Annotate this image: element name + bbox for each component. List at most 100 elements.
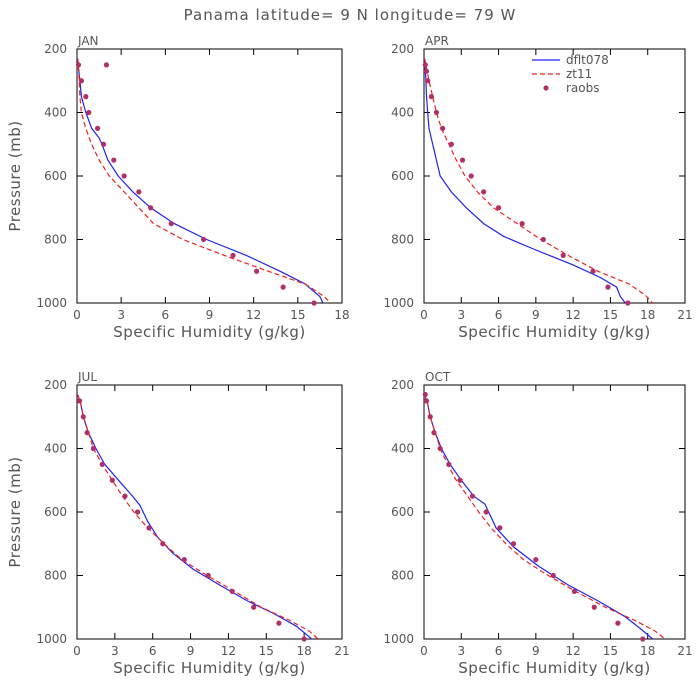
x-axis-title: Specific Humidity (g/kg) bbox=[113, 659, 305, 677]
plot-frame bbox=[76, 384, 343, 640]
series-line-zt11 bbox=[77, 394, 319, 640]
x-tick-label: 18 bbox=[640, 644, 655, 658]
legend-label-dflt078: dflt078 bbox=[566, 53, 609, 67]
y-tick-label: 1000 bbox=[36, 296, 67, 310]
x-tick-label: 15 bbox=[603, 308, 618, 322]
data-point-raobs bbox=[121, 173, 127, 179]
x-axis-title: Specific Humidity (g/kg) bbox=[113, 323, 305, 341]
panel-label: JAN bbox=[77, 34, 99, 48]
series-line-dflt078 bbox=[424, 58, 626, 304]
y-tick-label: 1000 bbox=[383, 296, 414, 310]
y-tick-label: 600 bbox=[44, 169, 67, 183]
data-point-raobs bbox=[591, 604, 597, 610]
data-point-raobs bbox=[230, 252, 236, 258]
data-point-raobs bbox=[605, 284, 611, 290]
y-axis-title: Pressure (mb) bbox=[6, 456, 24, 567]
series-line-zt11 bbox=[424, 394, 666, 640]
y-tick-label: 1000 bbox=[36, 632, 67, 646]
data-point-raobs bbox=[540, 236, 546, 243]
y-tick-label: 400 bbox=[391, 442, 414, 456]
data-point-raobs bbox=[533, 557, 539, 563]
data-point-raobs bbox=[276, 620, 282, 626]
data-point-raobs bbox=[433, 109, 440, 116]
data-point-raobs bbox=[481, 189, 487, 195]
data-point-raobs bbox=[423, 68, 430, 74]
x-tick-label: 6 bbox=[149, 644, 157, 658]
legend-swatch-raobs bbox=[543, 85, 549, 91]
x-tick-label: 3 bbox=[117, 308, 125, 322]
plot-frame bbox=[76, 48, 343, 304]
data-point-raobs bbox=[99, 461, 105, 467]
x-tick-label: 18 bbox=[334, 308, 349, 322]
x-tick-label: 21 bbox=[334, 644, 349, 658]
x-tick-label: 0 bbox=[420, 308, 428, 322]
data-point-raobs bbox=[468, 173, 474, 179]
series-line-dflt078 bbox=[424, 394, 654, 640]
y-tick-label: 1000 bbox=[383, 632, 414, 646]
data-point-raobs bbox=[427, 414, 433, 420]
y-tick-label: 800 bbox=[391, 233, 414, 247]
data-point-raobs bbox=[83, 94, 89, 100]
y-tick-label: 200 bbox=[391, 42, 414, 56]
data-point-raobs bbox=[571, 588, 577, 594]
x-tick-label: 0 bbox=[73, 644, 81, 658]
data-point-raobs bbox=[615, 620, 621, 626]
data-point-raobs bbox=[301, 636, 307, 642]
series-line-dflt078 bbox=[77, 58, 324, 304]
data-point-raobs bbox=[550, 572, 556, 579]
data-point-raobs bbox=[560, 252, 566, 258]
x-tick-label: 18 bbox=[297, 644, 312, 658]
data-point-raobs bbox=[136, 189, 142, 195]
data-point-raobs bbox=[311, 300, 317, 306]
x-tick-label: 12 bbox=[566, 644, 581, 658]
y-tick-label: 600 bbox=[391, 169, 414, 183]
data-point-raobs bbox=[95, 125, 101, 131]
data-point-raobs bbox=[422, 391, 428, 398]
x-axis-title: Specific Humidity (g/kg) bbox=[458, 323, 650, 341]
legend-label-raobs: raobs bbox=[566, 81, 600, 95]
y-tick-label: 200 bbox=[391, 378, 414, 392]
data-point-raobs bbox=[519, 221, 525, 227]
data-point-raobs bbox=[254, 268, 260, 274]
data-point-raobs bbox=[146, 525, 152, 531]
x-tick-label: 3 bbox=[457, 644, 465, 658]
data-point-raobs bbox=[84, 430, 90, 436]
panel-jan: JAN 200 400 600 800 1000 0 3 6 9 12 15 18 Specific Hu… bbox=[6, 34, 350, 341]
data-point-raobs bbox=[80, 414, 86, 420]
data-point-raobs bbox=[457, 477, 463, 483]
data-point-raobs bbox=[109, 477, 115, 483]
data-point-raobs bbox=[448, 141, 454, 147]
data-point-raobs bbox=[201, 236, 207, 243]
data-point-raobs bbox=[590, 268, 596, 274]
panel-jul: JUL 200 400 600 800 1000 0 3 6 9 12 15 18 21 Specific … bbox=[6, 370, 350, 677]
x-tick-label: 15 bbox=[603, 644, 618, 658]
x-tick-label: 3 bbox=[457, 308, 465, 322]
x-tick-label: 0 bbox=[73, 308, 81, 322]
data-point-raobs bbox=[422, 62, 428, 68]
y-tick-label: 400 bbox=[44, 106, 67, 120]
data-point-raobs bbox=[103, 62, 110, 68]
series-line-zt11 bbox=[424, 58, 654, 304]
panel-label: APR bbox=[425, 34, 449, 48]
y-tick-label: 800 bbox=[391, 569, 414, 583]
data-point-raobs bbox=[280, 284, 286, 290]
x-tick-label: 12 bbox=[246, 308, 261, 322]
data-point-raobs bbox=[111, 157, 117, 163]
y-tick-label: 200 bbox=[44, 42, 67, 56]
x-tick-label: 21 bbox=[677, 644, 692, 658]
y-tick-label: 400 bbox=[391, 106, 414, 120]
data-point-raobs bbox=[428, 94, 435, 100]
data-point-raobs bbox=[205, 572, 211, 579]
y-tick-label: 600 bbox=[44, 505, 67, 519]
panel-label: OCT bbox=[425, 370, 451, 384]
x-tick-label: 21 bbox=[677, 308, 692, 322]
data-point-raobs bbox=[459, 157, 466, 163]
data-point-raobs bbox=[100, 141, 107, 147]
data-point-raobs bbox=[431, 430, 437, 436]
x-tick-label: 9 bbox=[532, 308, 540, 322]
data-point-raobs bbox=[251, 604, 257, 610]
x-tick-label: 0 bbox=[420, 644, 428, 658]
